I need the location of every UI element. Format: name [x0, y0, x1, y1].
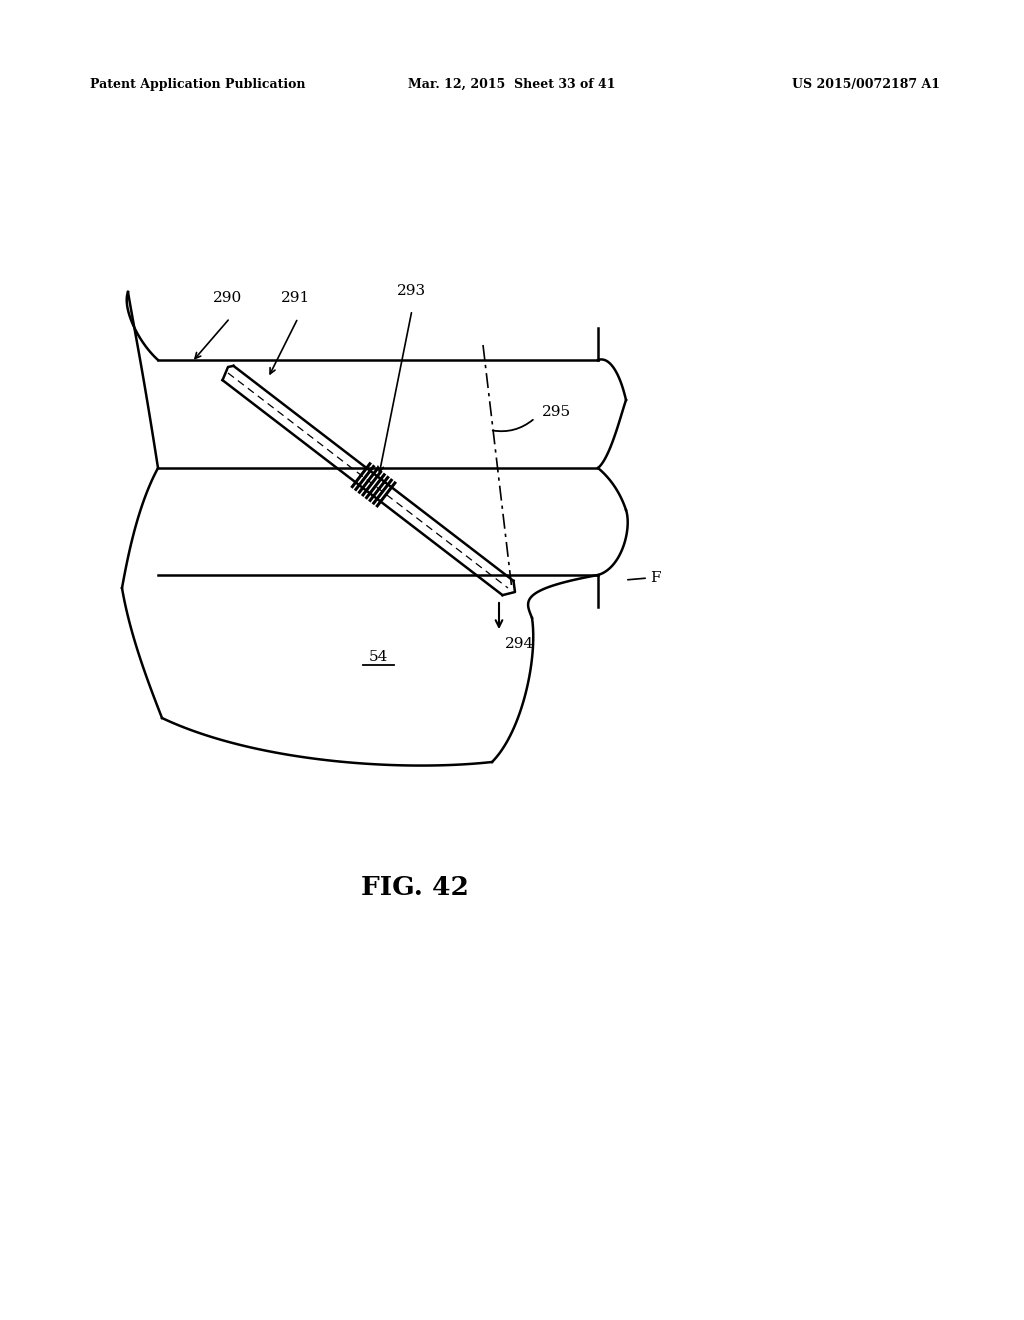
Text: F: F: [650, 572, 660, 585]
Text: Mar. 12, 2015  Sheet 33 of 41: Mar. 12, 2015 Sheet 33 of 41: [409, 78, 615, 91]
Text: 290: 290: [213, 290, 243, 305]
Text: 291: 291: [282, 290, 310, 305]
Text: 293: 293: [397, 284, 427, 298]
Text: FIG. 42: FIG. 42: [361, 875, 469, 900]
Text: 54: 54: [369, 649, 388, 664]
Text: US 2015/0072187 A1: US 2015/0072187 A1: [792, 78, 940, 91]
Text: 295: 295: [542, 405, 571, 418]
Text: Patent Application Publication: Patent Application Publication: [90, 78, 305, 91]
Text: 294: 294: [505, 638, 535, 651]
